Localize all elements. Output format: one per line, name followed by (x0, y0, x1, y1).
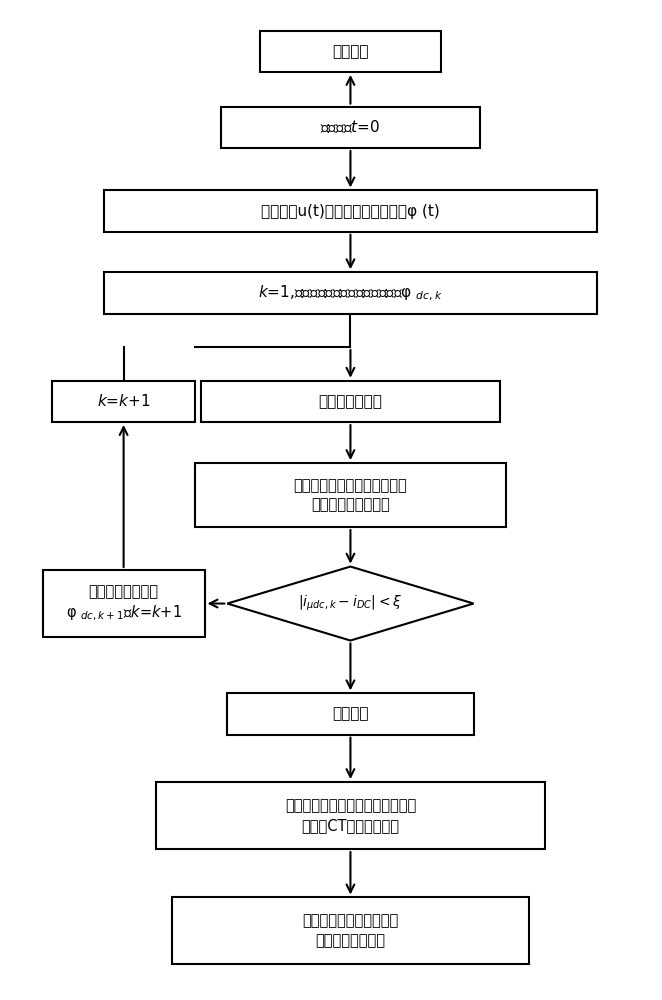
FancyBboxPatch shape (104, 272, 596, 314)
Text: 开始计算: 开始计算 (332, 44, 369, 59)
Text: 初始化，$t$=0: 初始化，$t$=0 (320, 119, 381, 136)
Text: 确定励磁电流瞬时值，按式计
算平均直流励磁电流: 确定励磁电流瞬时值，按式计 算平均直流励磁电流 (293, 478, 407, 512)
Polygon shape (227, 567, 473, 641)
FancyBboxPatch shape (156, 782, 545, 849)
FancyBboxPatch shape (104, 190, 596, 232)
FancyBboxPatch shape (201, 381, 500, 422)
FancyBboxPatch shape (52, 381, 195, 422)
Text: 按式计算直流磁通
φ $_{dc,k+1}$，$k$=$k$+1: 按式计算直流磁通 φ $_{dc,k+1}$，$k$=$k$+1 (66, 584, 181, 623)
Text: $|i_{\mu dc,k}-i_{DC}|<\xi$: $|i_{\mu dc,k}-i_{DC}|<\xi$ (299, 594, 402, 613)
FancyBboxPatch shape (227, 693, 473, 735)
Text: 其他应用：励磁电流及二
次电流谐波分析等: 其他应用：励磁电流及二 次电流谐波分析等 (303, 914, 399, 948)
Text: 按式计算总磁通: 按式计算总磁通 (318, 394, 383, 409)
FancyBboxPatch shape (172, 897, 529, 964)
FancyBboxPatch shape (221, 107, 480, 148)
FancyBboxPatch shape (260, 31, 441, 72)
Text: $k$=$k$+1: $k$=$k$+1 (97, 393, 150, 409)
Text: $k$=1,设置初始值，确定初始直流磁通φ $_{dc,k}$: $k$=1,设置初始值，确定初始直流磁通φ $_{dc,k}$ (258, 283, 443, 303)
FancyBboxPatch shape (42, 570, 205, 637)
Text: 确定直流磁通、励磁电流、交流磁
电流、CT二次电流等；: 确定直流磁通、励磁电流、交流磁 电流、CT二次电流等； (285, 798, 416, 833)
Text: 电压采样u(t)，按式计算交流磁通φ (t): 电压采样u(t)，按式计算交流磁通φ (t) (261, 204, 440, 219)
FancyBboxPatch shape (195, 463, 506, 527)
Text: 停止迭代: 停止迭代 (332, 706, 369, 721)
